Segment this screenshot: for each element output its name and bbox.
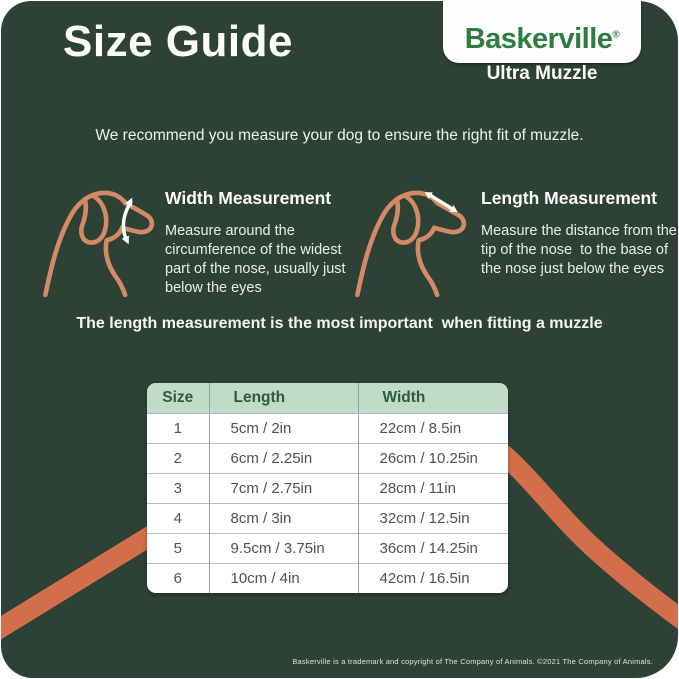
ribbon-right-band (463, 420, 678, 630)
table-row: 5 9.5cm / 3.75in 36cm / 14.25in (147, 533, 508, 564)
table-cell: 7cm / 2.75in (209, 473, 359, 504)
brand-logo: Baskerville® (465, 25, 620, 54)
important-note: The length measurement is the most impor… (76, 315, 603, 332)
size-table-container: Size Length Width 1 5cm / 2in 22cm / 8.5in… (147, 383, 508, 593)
table-row: 6 10cm / 4in 42cm / 16.5in (147, 563, 508, 593)
table-row: 4 8cm / 3in 32cm / 12.5in (147, 503, 508, 534)
dog-head-length-illustration (355, 190, 467, 297)
size-table-body: 1 5cm / 2in 22cm / 8.5in 2 6cm / 2.25in 26cm … (147, 413, 508, 593)
table-cell: 8cm / 3in (209, 503, 359, 534)
dog-head-outline (43, 190, 155, 297)
brand-name: Baskerville (464, 23, 613, 55)
table-cell: 6cm / 2.25in (209, 443, 359, 474)
table-cell: 22cm / 8.5in (379, 420, 462, 437)
table-cell: 3 (147, 473, 210, 504)
product-subtitle: Ultra Muzzle (486, 63, 598, 84)
size-table: Size Length Width 1 5cm / 2in 22cm / 8.5in… (147, 383, 508, 593)
table-cell: 2 (147, 443, 210, 474)
width-measure-arrow-icon (121, 197, 133, 245)
width-section-heading: Width Measurement (165, 188, 332, 208)
table-cell: 10cm / 4in (209, 563, 359, 593)
table-row: 2 6cm / 2.25in 26cm / 10.25in (147, 443, 508, 474)
table-row: 3 7cm / 2.75in 28cm / 11in (147, 473, 508, 504)
dog-ear-outline (79, 194, 109, 245)
column-header-length: Length (209, 383, 359, 414)
brand-logo-box: Baskerville® (443, 1, 641, 63)
length-measure-arrow-icon (424, 192, 458, 213)
length-section-heading: Length Measurement (481, 188, 657, 208)
dog-ear-outline (391, 194, 421, 245)
table-cell: 4 (147, 503, 210, 534)
size-table-header: Size Length Width (147, 383, 508, 414)
table-row: 1 5cm / 2in 22cm / 8.5in (147, 413, 508, 444)
intro-text: We recommend you measure your dog to ens… (95, 127, 584, 144)
table-cell: 1 (147, 413, 210, 444)
table-cell: 36cm / 14.25in (358, 533, 508, 564)
page-title: Size Guide (63, 17, 293, 66)
length-section-body: Measure the distance from the tip of the… (481, 223, 677, 277)
registered-trademark-icon: ® (612, 29, 620, 41)
table-cell: 42cm / 16.5in (358, 563, 508, 593)
dog-head-width-illustration (43, 190, 155, 297)
column-header-size: Size (147, 383, 210, 414)
table-cell: 6 (147, 563, 210, 593)
width-section-body: Measure around the circumference of the … (165, 223, 346, 296)
table-cell: 5cm / 2in (209, 413, 359, 444)
table-cell: 32cm / 12.5in (358, 503, 508, 534)
copyright-text: Baskerville is a trademark and copyright… (292, 657, 653, 666)
table-cell: 28cm / 11in (358, 473, 508, 504)
table-cell: 5 (147, 533, 210, 564)
table-cell: 26cm / 10.25in (358, 443, 508, 474)
dog-head-outline (355, 190, 467, 297)
table-cell: 9.5cm / 3.75in (209, 533, 359, 564)
column-header-width: Width (358, 383, 508, 414)
